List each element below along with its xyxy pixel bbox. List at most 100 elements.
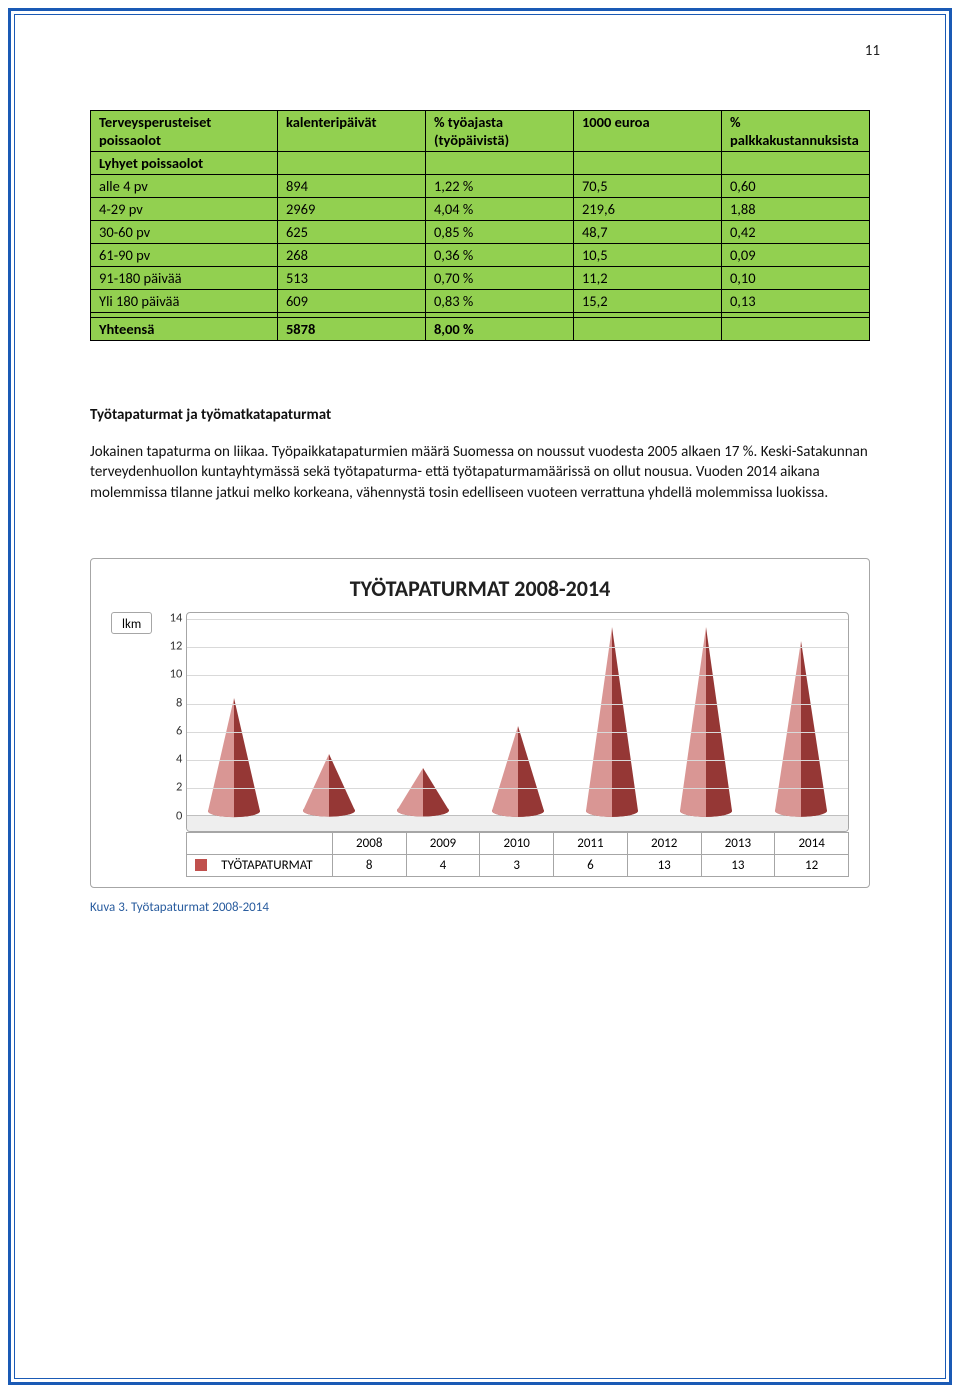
cone-bar [680,627,732,821]
table-cell: Yli 180 päivää [91,290,278,313]
y-tick-label: 14 [170,610,183,625]
table-cell: 894 [277,175,425,198]
table-row: 4-29 pv29694,04 %219,61,88 [91,198,870,221]
value-cell: 6 [554,854,628,876]
table-cell: alle 4 pv [91,175,278,198]
cone-slot [565,619,659,815]
category-cell: 2014 [775,832,849,854]
section-heading: Työtapaturmat ja työmatkatapaturmat [90,406,870,424]
table-cell: 609 [277,290,425,313]
gridline [187,732,848,733]
table-cell: 70,5 [573,175,721,198]
table-cell: 0,13 [721,290,869,313]
table-cell: 61-90 pv [91,244,278,267]
table-cell: 0,36 % [425,244,573,267]
table-cell: 11,2 [573,267,721,290]
table-cell: 1,88 [721,198,869,221]
health-absence-table: Terveysperusteiset poissaolot kalenterip… [90,110,870,341]
value-cell: 8 [332,854,406,876]
chart-title: TYÖTAPATURMAT 2008-2014 [111,575,849,602]
table-row: alle 4 pv8941,22 %70,50,60 [91,175,870,198]
table-cell: 0,60 [721,175,869,198]
table-cell: 48,7 [573,221,721,244]
accidents-chart: TYÖTAPATURMAT 2008-2014 lkm 02468101214 … [90,558,870,888]
gridline [187,675,848,676]
y-tick-label: 8 [176,695,182,710]
cone-series [187,619,848,815]
table-cell: 5878 [277,318,425,341]
th-3: 1000 euroa [573,111,721,152]
table-cell: Yhteensä [91,318,278,341]
table-cell: 0,83 % [425,290,573,313]
page-number: 11 [865,42,880,60]
table-row: 30-60 pv6250,85 %48,70,42 [91,221,870,244]
category-cell: 2009 [406,832,480,854]
category-cell: 2012 [627,832,701,854]
table-cell: 513 [277,267,425,290]
cone-slot [187,619,281,815]
gridline [187,704,848,705]
table-cell: 0,70 % [425,267,573,290]
legend-series-name: TYÖTAPATURMAT [221,858,312,873]
y-axis: 02468101214 [158,612,186,832]
cone-slot [470,619,564,815]
gridline [187,760,848,761]
cone-bar [586,627,638,821]
cone-slot [659,619,753,815]
category-cell: 2008 [332,832,406,854]
th-4: % palkkakustannuksista [721,111,869,152]
cone-slot [376,619,470,815]
category-cell: 2011 [554,832,628,854]
table-row: Yhteensä58788,00 % [91,318,870,341]
value-cell: 12 [775,854,849,876]
table-cell [573,318,721,341]
y-axis-label: lkm [111,612,152,634]
category-cell: 2010 [480,832,554,854]
cone-bar [208,698,260,821]
y-tick-label: 10 [170,667,183,682]
table-cell [721,318,869,341]
table-cell [573,152,721,175]
table-cell: 4-29 pv [91,198,278,221]
th-0: Terveysperusteiset poissaolot [91,111,278,152]
table-cell: 10,5 [573,244,721,267]
category-row: 2008200920102011201220132014 [187,832,849,854]
table-cell: 1,22 % [425,175,573,198]
chart-data-table: 2008200920102011201220132014 TYÖTAPATURM… [186,832,849,877]
figure-caption: Kuva 3. Työtapaturmat 2008-2014 [90,900,870,915]
value-cell: 13 [627,854,701,876]
table-row: Lyhyet poissaolot [91,152,870,175]
cone-bar [492,726,544,821]
table-cell: 8,00 % [425,318,573,341]
table-cell: 625 [277,221,425,244]
value-row: TYÖTAPATURMAT 8436131312 [187,854,849,876]
table-cell [277,152,425,175]
th-1: kalenteripäivät [277,111,425,152]
cone-slot [282,619,376,815]
table-cell: 4,04 % [425,198,573,221]
page-content: 11 Terveysperusteiset poissaolot kalente… [20,20,940,1373]
table-row: Yli 180 päivää6090,83 %15,20,13 [91,290,870,313]
category-cell: 2013 [701,832,775,854]
table-cell: 0,85 % [425,221,573,244]
table-cell: 2969 [277,198,425,221]
table-cell: 91-180 päivää [91,267,278,290]
table-cell: 0,42 [721,221,869,244]
table-cell: 0,10 [721,267,869,290]
value-cell: 3 [480,854,554,876]
th-2: % työajasta (työpäivistä) [425,111,573,152]
y-tick-label: 4 [176,752,182,767]
y-tick-label: 2 [176,780,182,795]
y-tick-label: 12 [170,639,183,654]
gridline [187,647,848,648]
legend-series-cell: TYÖTAPATURMAT [187,854,333,876]
table-row: 61-90 pv2680,36 %10,50,09 [91,244,870,267]
legend-swatch [195,859,207,871]
y-tick-label: 6 [176,723,182,738]
table-cell: 219,6 [573,198,721,221]
gridline [187,788,848,789]
gridline [187,619,848,620]
legend-corner [187,832,333,854]
plot-area [186,612,849,832]
table-cell [425,152,573,175]
